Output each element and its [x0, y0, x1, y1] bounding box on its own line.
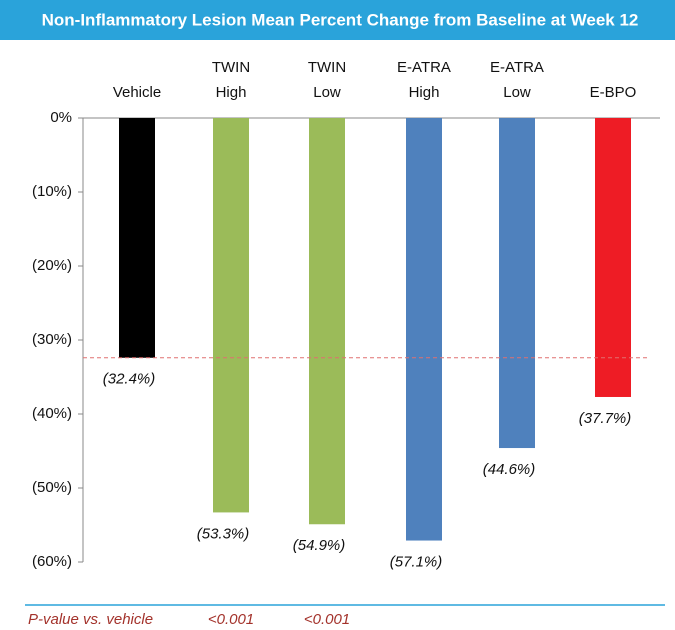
y-tick-label: (20%): [32, 257, 72, 274]
value-label: (44.6%): [483, 461, 536, 478]
x-category-label: TWIN: [212, 59, 250, 76]
value-label: (53.3%): [197, 525, 250, 542]
bar: [595, 118, 631, 397]
value-label: (57.1%): [390, 554, 443, 571]
y-tick-label: (40%): [32, 405, 72, 422]
y-tick-label: (50%): [32, 479, 72, 496]
y-tick-label: 0%: [50, 109, 72, 126]
bar: [213, 118, 249, 513]
x-category-label: E-ATRA: [490, 59, 544, 76]
x-category-label: Vehicle: [113, 84, 161, 101]
y-tick-label: (60%): [32, 553, 72, 570]
value-label: (54.9%): [293, 537, 346, 554]
x-category-label: Low: [503, 84, 531, 101]
value-label: (32.4%): [103, 371, 156, 388]
bar: [309, 118, 345, 525]
p-value: <0.001: [208, 611, 254, 628]
x-category-label: Low: [313, 84, 341, 101]
chart-title: Non-Inflammatory Lesion Mean Percent Cha…: [42, 10, 639, 29]
x-category-label: High: [216, 84, 247, 101]
title-bar: [0, 0, 675, 40]
y-tick-label: (10%): [32, 183, 72, 200]
value-label: (37.7%): [579, 410, 632, 427]
bar: [406, 118, 442, 541]
bar: [499, 118, 535, 449]
x-category-label: E-BPO: [590, 84, 637, 101]
p-value: <0.001: [304, 611, 350, 628]
x-category-label: TWIN: [308, 59, 346, 76]
p-value-label: P-value vs. vehicle: [28, 611, 153, 628]
x-category-label: E-ATRA: [397, 59, 451, 76]
bar: [119, 118, 155, 358]
y-tick-label: (30%): [32, 331, 72, 348]
x-category-label: High: [409, 84, 440, 101]
